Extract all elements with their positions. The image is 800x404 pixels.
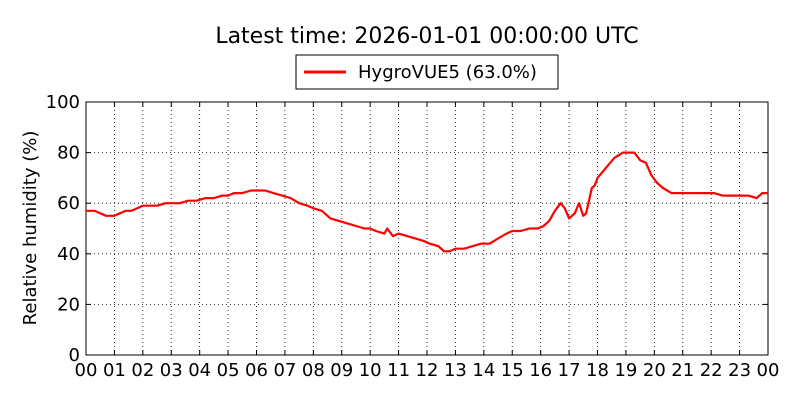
x-tick-label: 04	[188, 360, 211, 381]
x-tick-label: 01	[103, 360, 126, 381]
x-tick-label: 05	[217, 360, 240, 381]
series-line-humidity	[86, 151, 768, 253]
x-tick-label: 17	[558, 360, 581, 381]
x-tick-label: 02	[131, 360, 154, 381]
y-tick-label: 60	[57, 193, 80, 214]
axes: 00 01 02 03 04 05 06 07 08 09 10 11 12 13 14 15 16 17 18 19…	[46, 92, 780, 381]
y-tick-label: 80	[57, 143, 80, 164]
chart-title: Latest time: 2026-01-01 00:00:00 UTC	[215, 24, 638, 49]
y-axis-label: Relative humidity (%)	[20, 131, 41, 326]
x-tick-label: 14	[472, 360, 495, 381]
chart-legend: HygroVUE5 (63.0%)	[295, 54, 559, 90]
plot-frame	[85, 101, 769, 356]
x-tick-label: 06	[245, 360, 268, 381]
y-tick-label: 0	[69, 345, 80, 366]
x-tick-label: 12	[416, 360, 439, 381]
x-tick-label: 03	[160, 360, 183, 381]
y-tick-label: 40	[57, 244, 80, 265]
x-tick-label: 21	[671, 360, 694, 381]
y-tick-label: 20	[57, 294, 80, 315]
x-tick-label: 22	[700, 360, 723, 381]
x-tick-label: 15	[501, 360, 524, 381]
legend-label: HygroVUE5 (63.0%)	[358, 62, 537, 83]
x-tick-label: 19	[614, 360, 637, 381]
y-tick-label: 100	[46, 92, 80, 113]
grid	[86, 102, 768, 355]
x-tick-label: 07	[273, 360, 296, 381]
x-tick-label: 10	[359, 360, 382, 381]
x-tick-label: 13	[444, 360, 467, 381]
x-tick-label: 09	[330, 360, 353, 381]
x-tick-label: 18	[586, 360, 609, 381]
x-tick-label: 08	[302, 360, 325, 381]
x-tick-label: 23	[728, 360, 751, 381]
x-tick-label: 16	[529, 360, 552, 381]
x-tick-label: 11	[387, 360, 410, 381]
x-tick-label: 00	[757, 360, 780, 381]
series-layer	[86, 151, 768, 253]
x-tick-label: 00	[75, 360, 98, 381]
x-tick-label: 20	[643, 360, 666, 381]
